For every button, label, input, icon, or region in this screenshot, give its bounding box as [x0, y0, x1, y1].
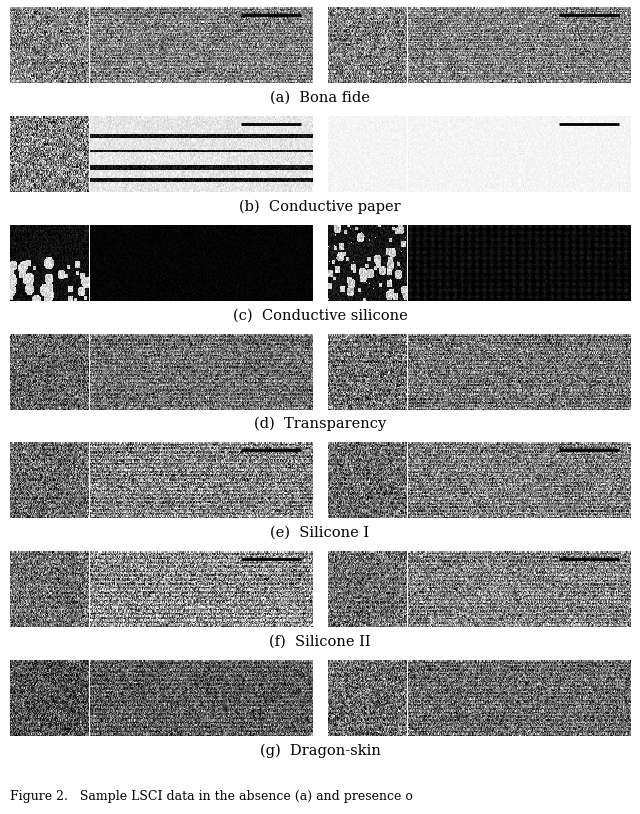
Text: (f)  Silicone II: (f) Silicone II [269, 635, 371, 649]
Text: (e)  Silicone I: (e) Silicone I [271, 526, 369, 540]
Text: (a)  Bona fide: (a) Bona fide [270, 91, 370, 105]
Text: (c)  Conductive silicone: (c) Conductive silicone [232, 309, 408, 322]
Text: Figure 2.   Sample LSCI data in the absence (a) and presence o: Figure 2. Sample LSCI data in the absenc… [10, 790, 412, 803]
Text: (g)  Dragon-skin: (g) Dragon-skin [260, 743, 380, 758]
Text: (d)  Transparency: (d) Transparency [254, 417, 386, 431]
Text: (b)  Conductive paper: (b) Conductive paper [239, 199, 401, 214]
